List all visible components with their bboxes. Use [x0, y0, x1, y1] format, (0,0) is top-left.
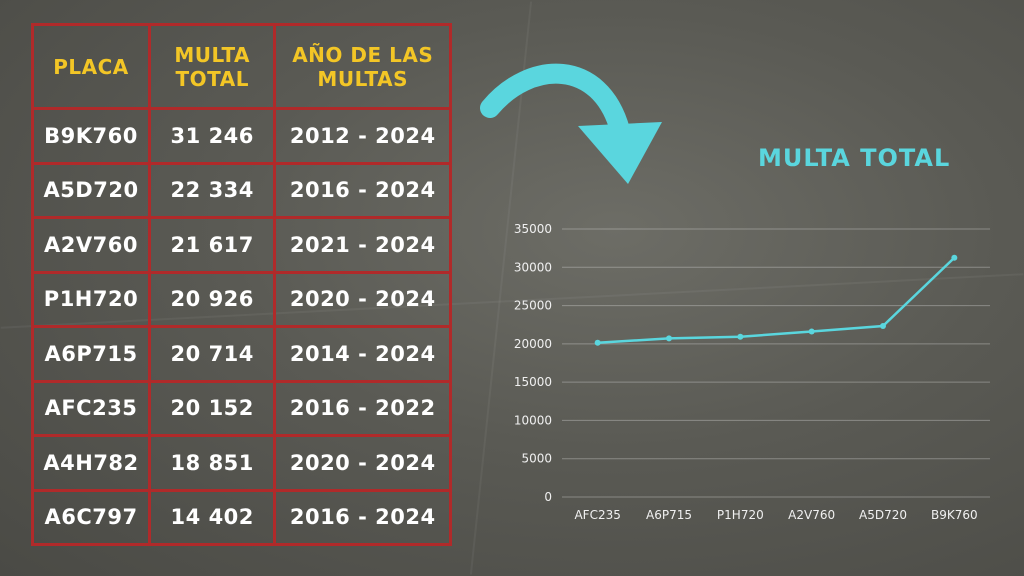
table-row: A6P715 20 714 2014 - 2024	[30, 325, 452, 383]
cell-fine-years: 2016 - 2024	[273, 161, 452, 219]
y-tick-label: 30000	[514, 260, 552, 274]
cell-total-fine: 20 926	[148, 270, 277, 328]
header-fine-years: AÑO DE LAS MULTAS	[273, 23, 452, 110]
y-tick-label: 0	[544, 490, 552, 504]
x-tick-label: AFC235	[574, 508, 620, 522]
data-point	[737, 333, 744, 340]
x-tick-label: A2V760	[788, 508, 835, 522]
x-tick-label: B9K760	[931, 508, 978, 522]
chart-title: MULTA TOTAL	[758, 144, 951, 172]
cell-fine-years: 2020 - 2024	[273, 270, 452, 328]
cell-total-fine: 20 714	[148, 325, 277, 383]
cell-plate: A2V760	[30, 216, 152, 274]
cell-fine-years: 2016 - 2022	[273, 379, 452, 437]
data-point	[880, 322, 886, 329]
cell-fine-years: 2020 - 2024	[273, 434, 452, 492]
x-tick-label: A5D720	[859, 508, 907, 522]
cell-plate: P1H720	[30, 270, 152, 328]
x-tick-label: A6P715	[646, 508, 692, 522]
header-plate: PLACA	[30, 23, 152, 110]
table-row: A5D720 22 334 2016 - 2024	[30, 161, 452, 219]
cell-total-fine: 31 246	[148, 107, 277, 165]
y-tick-label: 25000	[514, 299, 552, 313]
table-row: A4H782 18 851 2020 - 2024	[30, 434, 452, 492]
fines-table-container: PLACA MULTA TOTAL AÑO DE LAS MULTAS B9K7…	[30, 23, 452, 546]
cell-total-fine: 14 402	[148, 488, 277, 546]
cell-total-fine: 18 851	[148, 434, 277, 492]
cell-fine-years: 2014 - 2024	[273, 325, 452, 383]
line-chart: 0 5000 10000 15000 20000 25000 30000 35000 AFC23…	[514, 222, 990, 522]
cell-plate: B9K760	[30, 107, 152, 165]
header-total-fine: MULTA TOTAL	[148, 23, 277, 110]
data-point	[808, 328, 815, 335]
cell-fine-years: 2021 - 2024	[273, 216, 452, 274]
cell-fine-years: 2016 - 2024	[273, 488, 452, 546]
cell-fine-years: 2012 - 2024	[273, 107, 452, 165]
table-row: A2V760 21 617 2021 - 2024	[30, 216, 452, 274]
series-line	[597, 256, 956, 344]
y-tick-label: 20000	[514, 337, 552, 351]
cell-plate: AFC235	[30, 379, 152, 437]
data-point	[951, 254, 958, 261]
y-tick-label: 5000	[521, 452, 552, 466]
x-tick-label: P1H720	[717, 508, 764, 522]
cell-total-fine: 20 152	[148, 379, 277, 437]
table-row: P1H720 20 926 2020 - 2024	[30, 270, 452, 328]
cell-plate: A6C797	[30, 488, 152, 546]
table-row: AFC235 20 152 2016 - 2022	[30, 379, 452, 437]
cell-plate: A4H782	[30, 434, 152, 492]
curved-arrow-icon	[480, 63, 662, 184]
data-point	[594, 339, 601, 346]
cell-plate: A6P715	[30, 325, 152, 383]
cell-total-fine: 22 334	[148, 161, 277, 219]
y-tick-label: 35000	[514, 222, 552, 236]
fines-table: PLACA MULTA TOTAL AÑO DE LAS MULTAS B9K7…	[30, 23, 452, 546]
cell-plate: A5D720	[30, 161, 152, 219]
data-point	[666, 335, 672, 342]
table-row: A6C797 14 402 2016 - 2024	[30, 488, 452, 546]
cell-total-fine: 21 617	[148, 216, 277, 274]
table-header-row: PLACA MULTA TOTAL AÑO DE LAS MULTAS	[30, 23, 452, 110]
y-tick-label: 15000	[514, 375, 552, 389]
table-row: B9K760 31 246 2012 - 2024	[30, 107, 452, 165]
y-tick-label: 10000	[514, 413, 552, 427]
